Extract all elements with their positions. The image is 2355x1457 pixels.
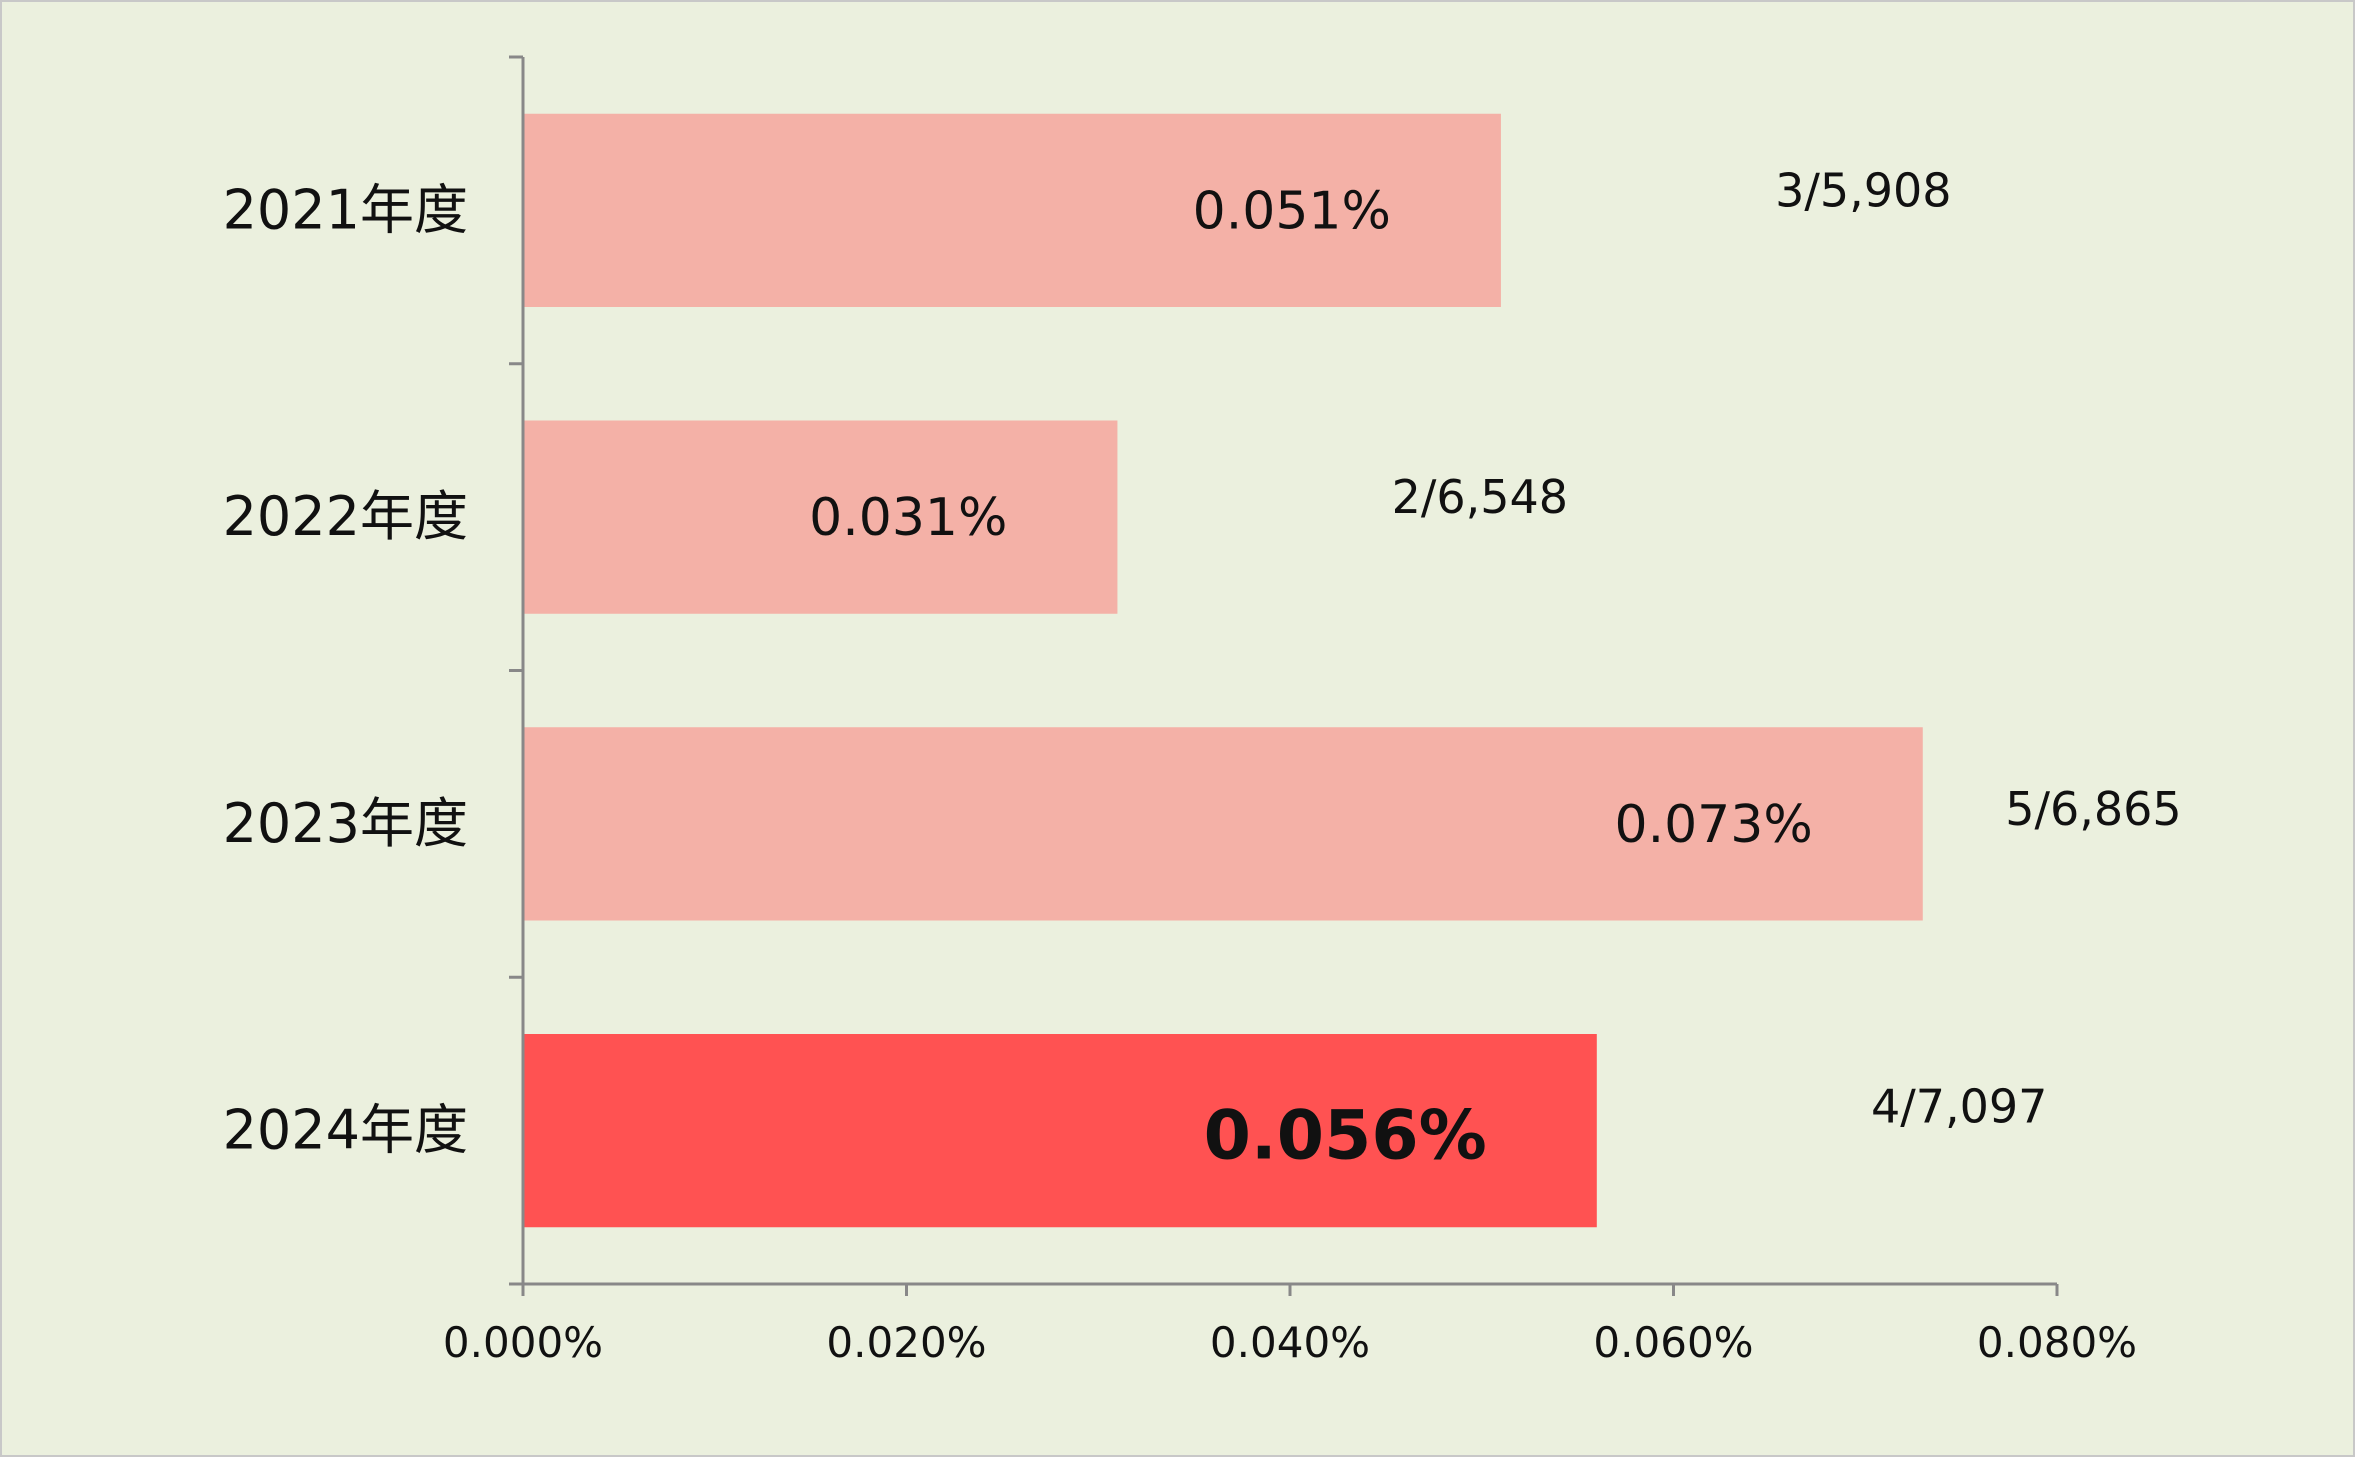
bar-4 [523,1033,1597,1228]
bar-value-label: 0.031% [809,488,1007,548]
x-tick-label: 0.040% [1210,1318,1370,1367]
x-tick-label: 0.060% [1593,1318,1753,1367]
x-tick-label: 0.020% [826,1318,986,1367]
ratio-label: 5/6,865 [2005,782,2181,836]
ratio-label: 3/5,908 [1775,163,1951,217]
bar-2 [523,420,1118,614]
x-tick-label: 0.000% [443,1318,603,1367]
bar-value-label: 0.051% [1193,181,1391,241]
category-label: 2024年度 [223,1099,468,1162]
ratio-label: 4/7,097 [1871,1080,2047,1134]
bar-value-label: 0.056% [1204,1097,1487,1176]
bar-value-label: 0.073% [1614,795,1812,855]
category-label: 2023年度 [223,792,468,855]
bar-1 [523,113,1501,308]
ratio-label: 2/6,548 [1392,470,1568,524]
category-label: 2021年度 [223,178,468,241]
bar-3 [523,727,1923,921]
x-tick-label: 0.080% [1977,1318,2137,1367]
category-label: 2022年度 [223,485,468,548]
